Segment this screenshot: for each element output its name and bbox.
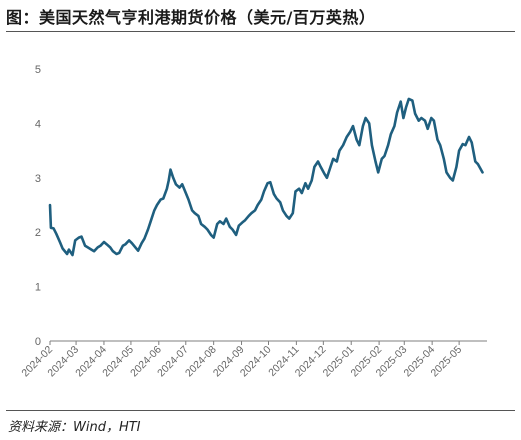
price-series-line xyxy=(48,97,484,257)
y-tick-label: 3 xyxy=(35,173,41,185)
y-tick-label: 5 xyxy=(35,64,41,76)
y-tick-label: 4 xyxy=(35,118,41,130)
top-divider xyxy=(6,31,515,32)
y-tick-label: 1 xyxy=(35,282,41,294)
source-note: 资料来源：Wind，HTI xyxy=(8,420,141,435)
y-tick-label: 2 xyxy=(35,227,41,239)
x-axis: 2024-022024-032024-042024-052024-062024-… xyxy=(19,341,464,379)
y-tick-label: 0 xyxy=(35,336,41,348)
chart-title: 图：美国天然气亨利港期货价格（美元/百万英热） xyxy=(6,8,376,27)
bottom-divider xyxy=(6,410,515,411)
y-axis: 0 1 2 3 4 5 xyxy=(35,64,41,348)
